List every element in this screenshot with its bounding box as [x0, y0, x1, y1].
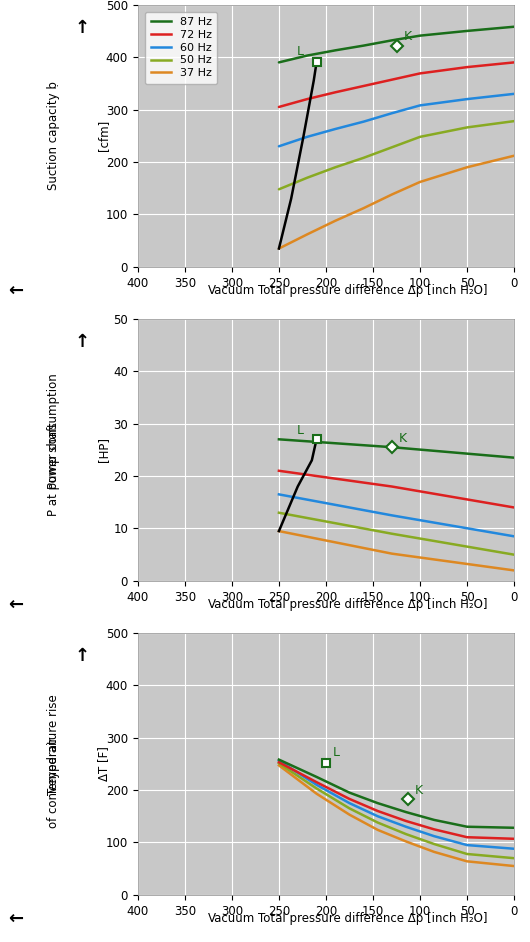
Text: P at pump shaft: P at pump shaft — [47, 422, 59, 515]
Text: Vacuum: Vacuum — [208, 284, 255, 297]
Text: ←: ← — [8, 282, 23, 300]
Text: ←: ← — [8, 595, 23, 613]
Text: ←: ← — [8, 909, 23, 928]
Text: [cfm]: [cfm] — [97, 121, 110, 152]
Text: Total pressure difference Δp [inch H₂O]: Total pressure difference Δp [inch H₂O] — [258, 284, 488, 297]
Text: ΔT [F]: ΔT [F] — [97, 746, 110, 781]
Text: L: L — [297, 424, 304, 437]
Text: Suction capacity ḅ: Suction capacity ḅ — [47, 81, 59, 190]
Text: ↑: ↑ — [75, 647, 90, 665]
Text: Vacuum: Vacuum — [208, 598, 255, 611]
Text: L: L — [333, 746, 340, 759]
Legend: 87 Hz, 72 Hz, 60 Hz, 50 Hz, 37 Hz: 87 Hz, 72 Hz, 60 Hz, 50 Hz, 37 Hz — [145, 11, 217, 84]
Text: Vacuum: Vacuum — [208, 912, 255, 925]
Text: ↑: ↑ — [75, 333, 90, 350]
Text: K: K — [403, 30, 412, 43]
Text: Power consumption: Power consumption — [47, 373, 59, 489]
Text: Total pressure difference Δp [inch H₂O]: Total pressure difference Δp [inch H₂O] — [258, 912, 488, 925]
Text: K: K — [415, 784, 423, 797]
Text: L: L — [297, 45, 304, 58]
Text: K: K — [399, 431, 407, 445]
Text: of conveyed air: of conveyed air — [47, 737, 59, 828]
Text: Temperature rise: Temperature rise — [47, 694, 59, 795]
Text: ↑: ↑ — [75, 19, 90, 37]
Text: [HP]: [HP] — [97, 437, 110, 463]
Text: Total pressure difference Δp [inch H₂O]: Total pressure difference Δp [inch H₂O] — [258, 598, 488, 611]
